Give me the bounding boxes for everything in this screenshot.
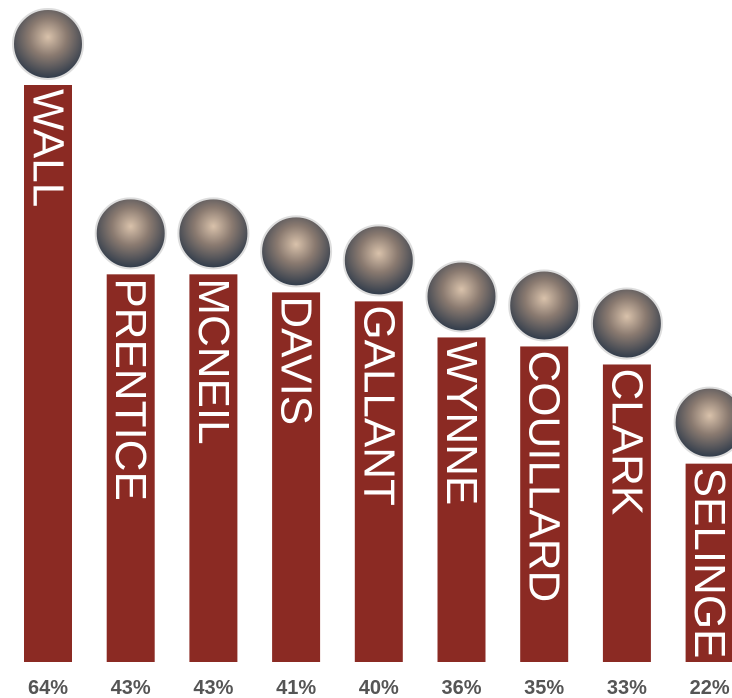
name-label: SELINGER	[685, 468, 732, 691]
portrait-photo	[177, 197, 250, 270]
bar	[520, 346, 569, 662]
portrait-photo	[508, 269, 581, 342]
value-label: 36%	[441, 677, 481, 698]
portrait-photo	[260, 215, 333, 288]
portrait-photo	[673, 386, 732, 459]
name-label: DAVIS	[272, 296, 321, 425]
bar	[354, 301, 403, 662]
bar	[106, 274, 155, 662]
bar	[437, 337, 486, 662]
bar	[602, 364, 651, 662]
name-label: GALLANT	[354, 305, 403, 506]
value-label: 35%	[524, 677, 564, 698]
name-label: CLARK	[602, 368, 651, 515]
bar	[272, 292, 321, 662]
value-label: 40%	[359, 677, 399, 698]
value-label: 43%	[111, 677, 151, 698]
name-label: COUILLARD	[520, 350, 569, 602]
portrait-photo	[342, 224, 415, 297]
name-label: MCNEIL	[189, 278, 238, 444]
name-label: WALL	[24, 89, 73, 207]
value-label: 41%	[276, 677, 316, 698]
bar	[189, 274, 238, 662]
bar	[685, 463, 732, 662]
bar	[24, 85, 72, 662]
portrait-photo	[590, 287, 663, 360]
name-label: WYNNE	[437, 341, 486, 505]
value-label: 43%	[193, 677, 233, 698]
value-label: 33%	[607, 677, 647, 698]
value-label: 64%	[28, 677, 68, 698]
portrait-photo	[425, 260, 498, 333]
name-label: PRENTICE	[106, 278, 155, 500]
value-label: 22%	[690, 677, 730, 698]
portrait-photo	[12, 8, 84, 80]
portrait-photo	[94, 197, 167, 270]
